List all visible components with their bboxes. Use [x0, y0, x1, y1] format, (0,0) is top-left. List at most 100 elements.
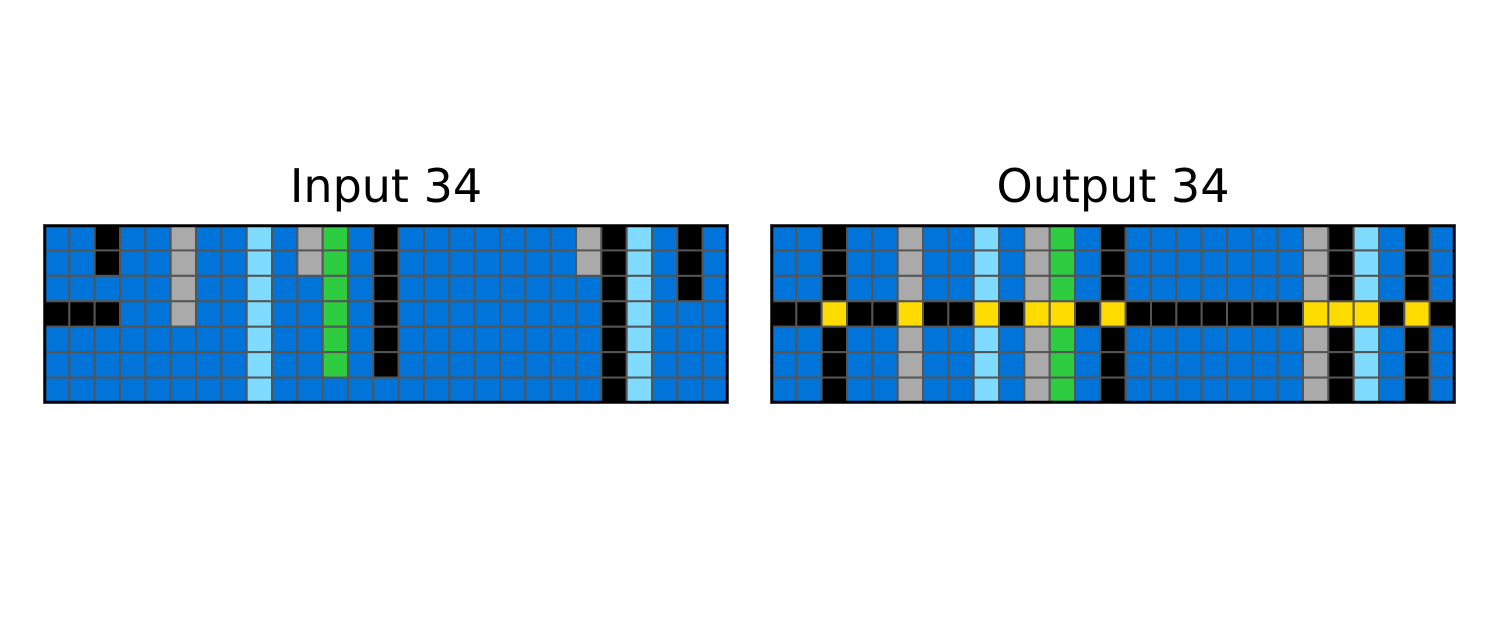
grid-cell — [473, 300, 501, 328]
grid-cell — [1175, 325, 1203, 354]
grid-cell — [1403, 325, 1431, 354]
grid-cell — [1302, 300, 1330, 328]
grid-cell — [575, 300, 603, 328]
grid-cell — [651, 351, 679, 379]
grid-cell — [1276, 376, 1304, 404]
grid-cell — [448, 325, 476, 354]
grid-cell — [922, 376, 950, 404]
grid-cell — [998, 376, 1026, 404]
grid-cell — [169, 325, 197, 354]
grid-cell — [473, 376, 501, 404]
grid-cell — [423, 224, 451, 252]
grid-cell — [372, 224, 400, 252]
grid-cell — [1200, 224, 1228, 252]
grid-cell — [1403, 351, 1431, 379]
grid-cell — [1023, 376, 1051, 404]
grid-cell — [1074, 249, 1102, 277]
grid-cell — [1226, 300, 1254, 328]
grid-cell — [499, 351, 527, 379]
grid-cell — [372, 300, 400, 328]
grid-cell — [347, 224, 375, 252]
grid-cell — [1226, 351, 1254, 379]
grid-cell — [846, 300, 874, 328]
grid-cell — [770, 325, 798, 354]
grid-cell — [701, 300, 730, 328]
grid-cell — [820, 300, 849, 328]
grid-cell — [169, 249, 197, 277]
grid-cell — [43, 300, 71, 328]
grid-cell — [144, 274, 172, 303]
grid-cell — [947, 376, 975, 404]
grid-cell — [549, 300, 577, 328]
grid-cell — [1428, 325, 1457, 354]
grid-cell — [676, 249, 704, 277]
grid-cell — [1023, 224, 1051, 252]
grid-cell — [1200, 274, 1228, 303]
grid-cell — [524, 300, 552, 328]
grid-cell — [625, 274, 654, 303]
grid-cell — [701, 224, 730, 252]
grid-cell — [1276, 325, 1304, 354]
grid-cell — [1378, 249, 1406, 277]
grid-cell — [397, 376, 425, 404]
grid-cell — [423, 274, 451, 303]
grid-cell — [1200, 351, 1228, 379]
grid-cell — [1150, 376, 1178, 404]
grid-cell — [871, 274, 899, 303]
grid-cell — [245, 300, 274, 328]
grid-cell — [524, 249, 552, 277]
grid-cell — [524, 224, 552, 252]
grid-cell — [1327, 249, 1355, 277]
grid-cell — [575, 224, 603, 252]
grid-cell — [347, 249, 375, 277]
grid-cell — [1302, 351, 1330, 379]
grid-cell — [296, 351, 324, 379]
grid-cell — [1302, 224, 1330, 252]
grid-cell — [600, 351, 628, 379]
grid-cell — [220, 274, 248, 303]
grid-cell — [220, 376, 248, 404]
grid-cell — [473, 224, 501, 252]
grid-cell — [1302, 274, 1330, 303]
grid-cell — [820, 274, 849, 303]
grid-cell — [625, 325, 654, 354]
grid-cell — [1099, 274, 1127, 303]
grid-cell — [549, 351, 577, 379]
grid-cell — [701, 376, 730, 404]
grid-cell — [820, 249, 849, 277]
grid-cell — [473, 351, 501, 379]
grid-cell — [372, 325, 400, 354]
grid-cell — [1023, 300, 1051, 328]
grid-cell — [321, 224, 349, 252]
grid-cell — [549, 376, 577, 404]
grid-cell — [195, 376, 223, 404]
grid-cell — [651, 274, 679, 303]
grid-cell — [473, 274, 501, 303]
grid-cell — [625, 224, 654, 252]
grid-cell — [524, 274, 552, 303]
grid-cell — [1428, 300, 1457, 328]
grid-cell — [448, 249, 476, 277]
grid-cell — [296, 274, 324, 303]
grid-cell — [271, 325, 299, 354]
grid-cell — [795, 325, 823, 354]
grid-cell — [499, 376, 527, 404]
grid-cell — [1378, 224, 1406, 252]
grid-cell — [770, 300, 798, 328]
grid-cell — [549, 325, 577, 354]
grid-cell — [271, 376, 299, 404]
grid-cell — [1302, 325, 1330, 354]
grid-cell — [68, 300, 96, 328]
grid-cell — [524, 376, 552, 404]
grid-cell — [922, 249, 950, 277]
grid-cell — [1150, 274, 1178, 303]
grid-cell — [947, 300, 975, 328]
grid-cell — [1175, 249, 1203, 277]
output-grid — [770, 224, 1457, 404]
grid-cell — [397, 224, 425, 252]
grid-cell — [820, 224, 849, 252]
grid-cell — [947, 249, 975, 277]
grid-cell — [1251, 249, 1279, 277]
grid-cell — [1175, 376, 1203, 404]
grid-cell — [1276, 351, 1304, 379]
